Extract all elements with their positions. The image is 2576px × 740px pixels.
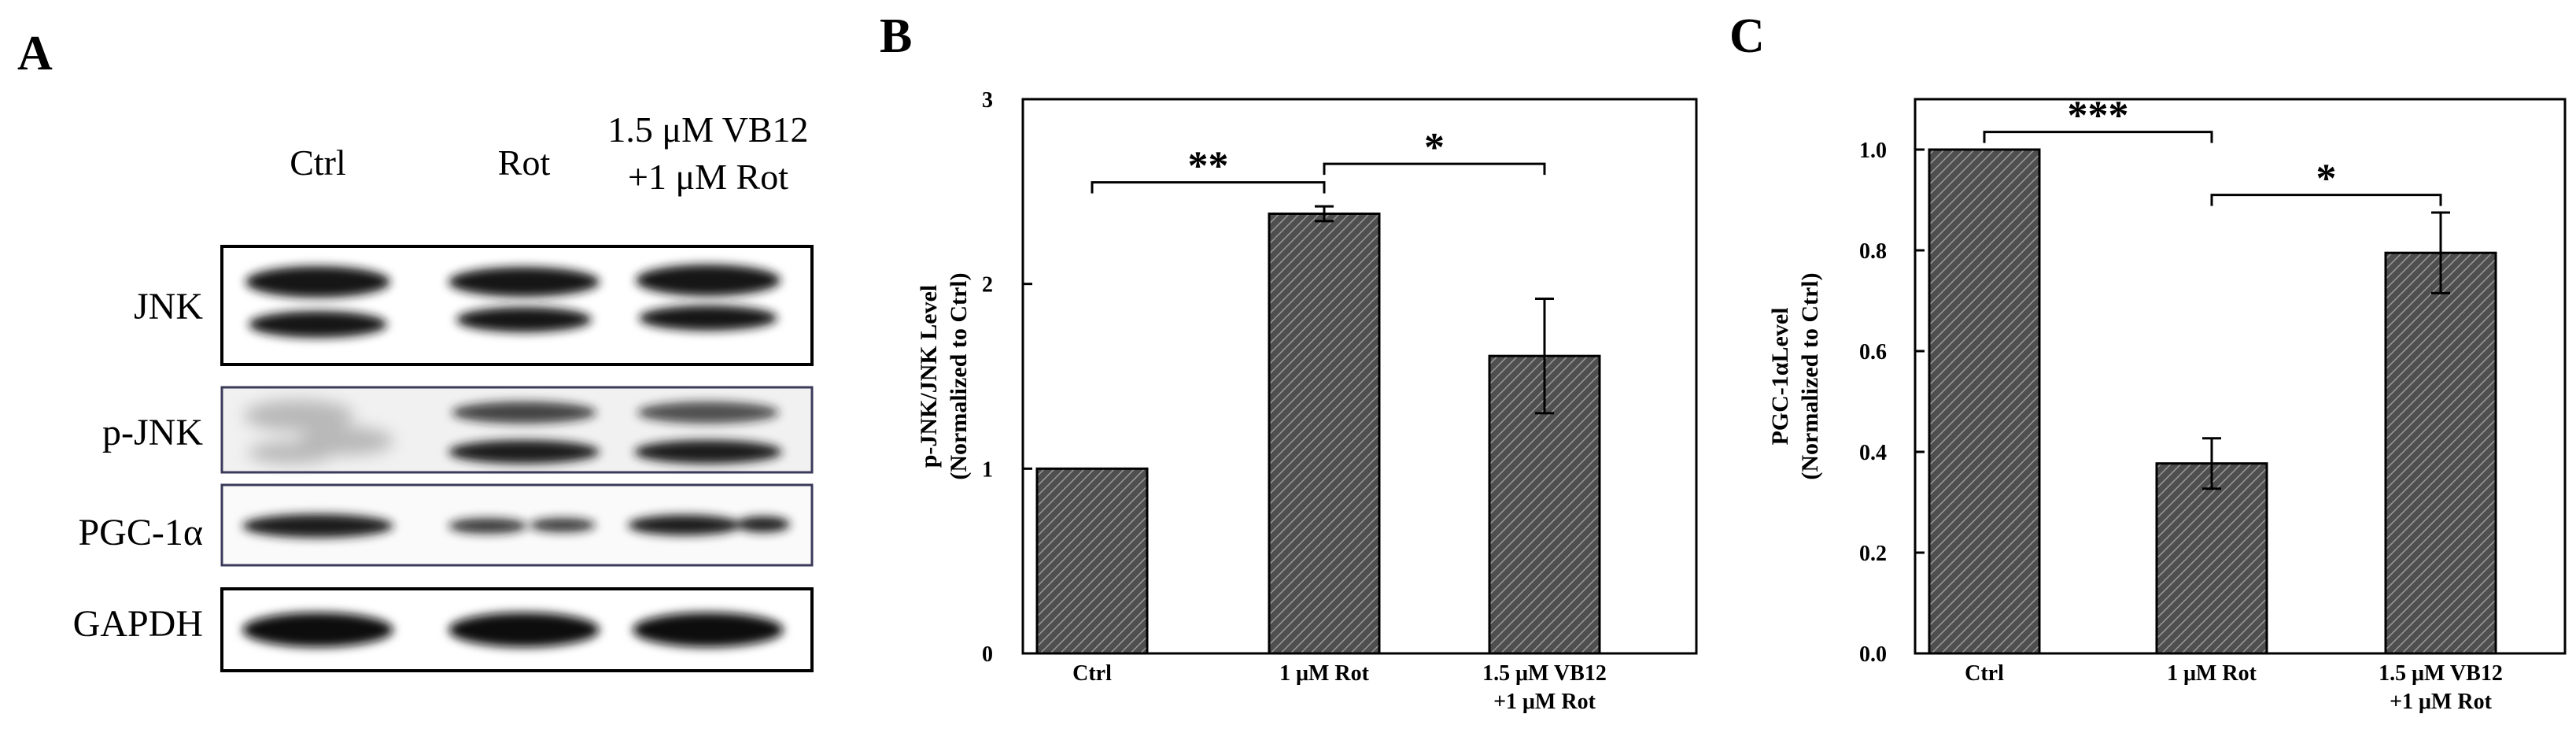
chart-c-y-label-line2: (Normalized to Ctrl) [1797,272,1823,479]
chart-c-significance: **** [1983,94,2442,206]
chart-c-y-label-line1: PGC-1αLevel [1767,307,1793,445]
significance-bracket [2210,194,2442,206]
chart-c-bars [1928,148,2497,655]
x-category-label: 1 μM Rot [2167,661,2257,686]
bar [2384,251,2497,655]
significance-bracket [1091,181,1326,194]
significance-label: *** [2068,94,2129,139]
y-tick-label: 0.2 [1859,542,1887,566]
blot-gapdh [220,587,814,672]
panel-a-label: A [17,27,53,80]
panel-b-label: B [880,9,912,63]
y-tick-label: 2 [982,273,993,298]
chart-c-y-label: PGC-1αLevel (Normalized to Ctrl) [1767,272,1823,479]
y-tick-label: 0.6 [1859,340,1887,364]
x-category-label: 1.5 μM VB12 [2379,661,2503,686]
y-tick-label: 0.0 [1859,642,1887,667]
blot-p-jnk [220,386,814,474]
x-category-label: 1 μM Rot [1279,661,1370,686]
chart-b-y-label-line2: (Normalized to Ctrl) [946,272,972,479]
significance-label: * [2316,157,2337,202]
bar [1035,467,1149,655]
y-tick-label: 3 [982,88,993,113]
x-category-label: +1 μM Rot [2390,690,2492,714]
chart-b-significance: ** * [1091,125,1546,194]
lane-label-rot: Rot [498,142,551,183]
significance-bracket [1323,162,1546,176]
significance-label: * [1424,125,1445,170]
significance-bracket [1983,131,2213,143]
panel-a: A Ctrl Rot 1.5 μM VB12 +1 μM Rot JNK p-J… [17,27,814,672]
y-tick-label: 0.8 [1859,239,1887,264]
chart-c-y-axis: 0.0 0.2 0.4 0.6 0.8 1.0 [1859,139,1925,667]
chart-b-bars [1035,205,1601,655]
y-tick-label: 1 [982,457,993,482]
chart-c-x-axis: Ctrl 1 μM Rot 1.5 μM VB12 +1 μM Rot [1965,661,2503,714]
panel-c-label: C [1729,9,1765,63]
lane-label-ctrl: Ctrl [290,142,346,183]
significance-label: ** [1188,144,1229,189]
chart-b-y-label-line1: p-JNK/JNK Level [916,285,942,468]
x-category-label: Ctrl [1965,661,2004,686]
chart-b-y-label: p-JNK/JNK Level (Normalized to Ctrl) [916,272,972,479]
blot-pgc1a [220,483,814,567]
blot-jnk [220,245,814,366]
lane-label-vb12-line2: +1 μM Rot [628,157,788,197]
bar [1268,212,1381,655]
row-label-p-jnk: p-JNK [102,412,203,453]
row-label-jnk: JNK [134,286,203,327]
panel-c: C 0.00.20.40.60.81.0 **** Ctrl 1 μM Rot 1.… [1729,9,2567,714]
bar [2155,462,2268,655]
chart-b-y-axis: 0 1 2 3 [982,88,1032,667]
row-label-pgc1a: PGC-1α [78,512,203,553]
x-category-label: Ctrl [1072,661,1112,686]
row-label-gapdh: GAPDH [73,603,203,645]
y-tick-label: 0 [982,642,993,667]
chart-b-x-axis: Ctrl 1 μM Rot 1.5 μM VB12 +1 μM Rot [1072,661,1607,714]
bar [1928,148,2041,655]
y-tick-label: 1.0 [1859,139,1887,163]
x-category-label: 1.5 μM VB12 [1482,661,1607,686]
y-tick-label: 0.4 [1859,441,1887,465]
lane-label-vb12-line1: 1.5 μM VB12 [607,109,808,150]
x-category-label: +1 μM Rot [1493,690,1596,714]
